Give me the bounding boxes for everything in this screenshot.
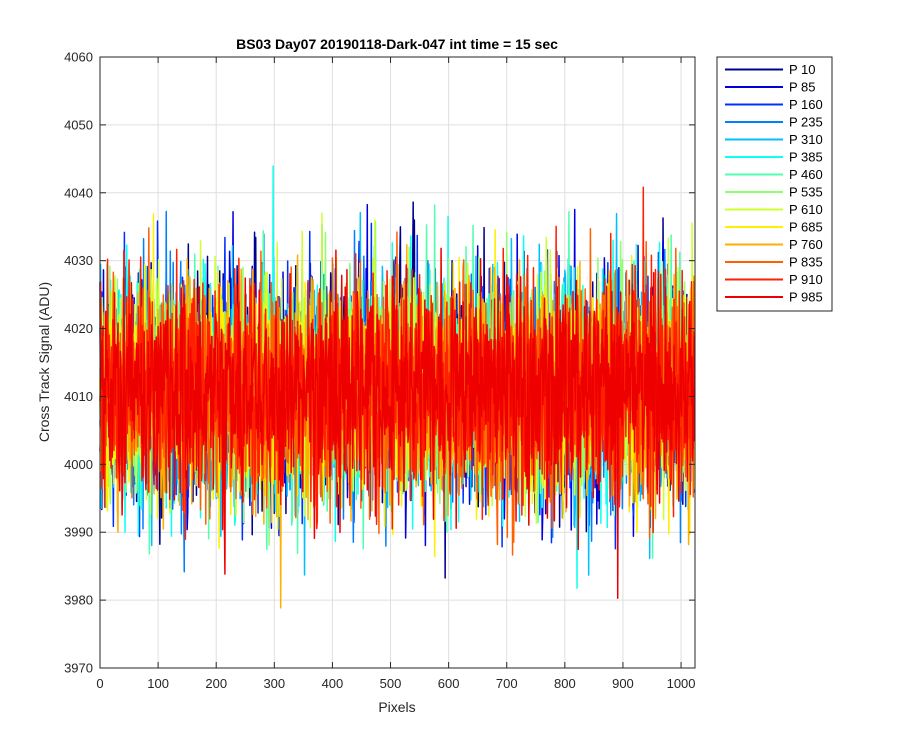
y-tick-label: 4000	[64, 457, 93, 472]
series-lines	[99, 165, 696, 609]
legend-label: P 160	[789, 97, 823, 112]
y-tick-label: 4010	[64, 389, 93, 404]
x-tick-label: 200	[205, 676, 227, 691]
x-tick-label: 700	[496, 676, 518, 691]
x-tick-label: 300	[263, 676, 285, 691]
x-tick-label: 400	[322, 676, 344, 691]
axis-ticks: 0 100 200 300 400 500 600 700 800 900 1000 3970 3980…	[64, 50, 695, 692]
x-tick-label: 0	[96, 676, 103, 691]
x-tick-label: 900	[612, 676, 634, 691]
legend-label: P 835	[789, 255, 823, 270]
legend-label: P 310	[789, 132, 823, 147]
x-axis-label: Pixels	[378, 699, 415, 715]
y-tick-label: 4060	[64, 50, 93, 65]
legend-box	[716, 56, 833, 312]
legend-label: P 235	[789, 115, 823, 130]
y-tick-label: 4020	[64, 321, 93, 336]
x-tick-label: 1000	[667, 676, 696, 691]
legend-label: P 910	[789, 272, 823, 287]
y-tick-label: 4040	[64, 185, 93, 200]
plot-frame	[99, 56, 696, 669]
chart-title: BS03 Day07 20190118-Dark-047 int time = …	[236, 36, 558, 52]
legend-label: P 535	[789, 185, 823, 200]
x-tick-label: 600	[438, 676, 460, 691]
y-tick-label: 4050	[64, 117, 93, 132]
y-axis-label: Cross Track Signal (ADU)	[36, 282, 52, 442]
x-tick-label: 500	[380, 676, 402, 691]
legend-label: P 85	[789, 80, 816, 95]
legend-label: P 760	[789, 237, 823, 252]
legend-label: P 985	[789, 290, 823, 305]
legend-label: P 385	[789, 150, 823, 165]
y-tick-label: 3980	[64, 593, 93, 608]
legend-label: P 460	[789, 167, 823, 182]
y-tick-label: 3990	[64, 525, 93, 540]
x-tick-label: 100	[147, 676, 169, 691]
y-tick-label: 4030	[64, 253, 93, 268]
x-tick-label: 800	[554, 676, 576, 691]
series-line	[99, 247, 696, 599]
legend: P 10 P 85 P 160 P 235 P 310 P 385 P 460 P 535 P …	[716, 56, 833, 312]
legend-label: P 610	[789, 202, 823, 217]
legend-label: P 10	[789, 62, 816, 77]
y-tick-label: 3970	[64, 661, 93, 676]
legend-label: P 685	[789, 220, 823, 235]
